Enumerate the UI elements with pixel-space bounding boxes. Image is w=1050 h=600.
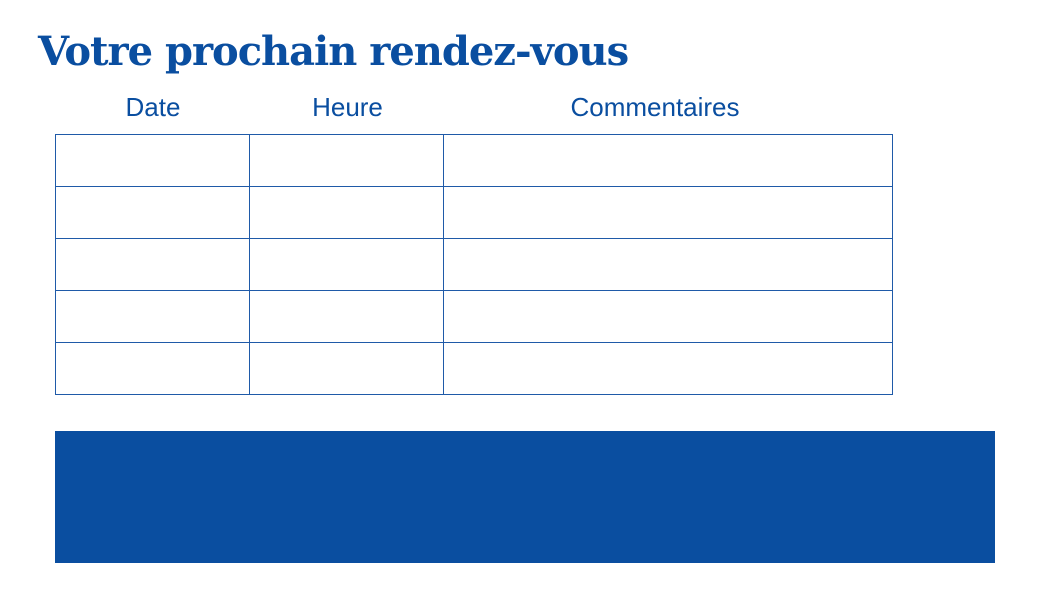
date-cell[interactable] xyxy=(55,238,250,291)
commentaires-cell[interactable] xyxy=(443,186,893,239)
page-title: Votre prochain rendez-vous xyxy=(38,28,629,75)
heure-cell[interactable] xyxy=(249,238,444,291)
column-header-date: Date xyxy=(125,92,181,122)
table-row xyxy=(55,290,893,343)
commentaires-cell[interactable] xyxy=(443,238,893,291)
column-header-commentaires: Commentaires xyxy=(570,92,740,122)
table-row xyxy=(55,134,893,187)
date-cell[interactable] xyxy=(55,134,250,187)
heure-cell[interactable] xyxy=(249,290,444,343)
commentaires-cell[interactable] xyxy=(443,342,893,395)
table-row xyxy=(55,186,893,239)
appointment-table xyxy=(55,134,893,395)
commentaires-cell[interactable] xyxy=(443,290,893,343)
heure-cell[interactable] xyxy=(249,134,444,187)
date-cell[interactable] xyxy=(55,186,250,239)
heure-cell[interactable] xyxy=(249,342,444,395)
table-row xyxy=(55,238,893,291)
date-cell[interactable] xyxy=(55,290,250,343)
date-cell[interactable] xyxy=(55,342,250,395)
table-row xyxy=(55,342,893,395)
blue-footer-panel xyxy=(55,431,995,563)
column-header-heure: Heure xyxy=(312,92,383,122)
commentaires-cell[interactable] xyxy=(443,134,893,187)
heure-cell[interactable] xyxy=(249,186,444,239)
